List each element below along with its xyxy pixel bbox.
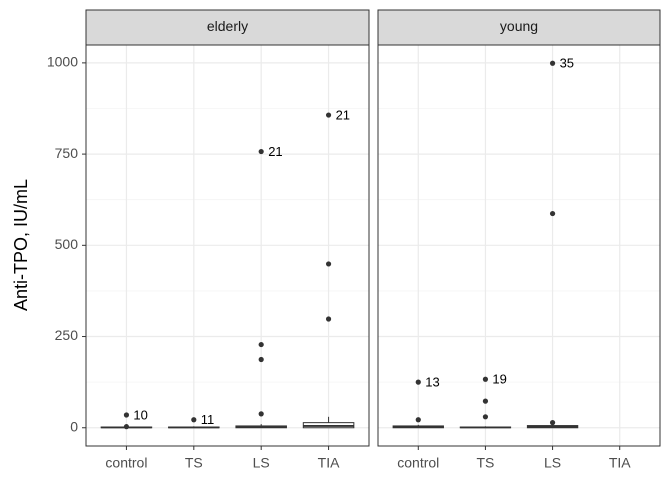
x-tick-label: control <box>105 455 147 471</box>
point-id: 10 <box>133 407 147 422</box>
x-tick-label: TS <box>476 455 494 471</box>
y-tick-label: 750 <box>55 145 79 161</box>
point-id: 21 <box>336 107 350 122</box>
outlier <box>325 261 332 267</box>
y-tick-label: 0 <box>70 418 78 434</box>
point-id: 19 <box>492 372 506 387</box>
point-id: 13 <box>425 375 439 390</box>
outlier <box>325 316 332 322</box>
x-tick-label: LS <box>253 455 270 471</box>
outlier <box>482 376 489 382</box>
x-tick-label: TS <box>185 455 203 471</box>
outlier <box>123 412 130 418</box>
outlier <box>258 148 264 155</box>
x-tick-label: LS <box>544 455 561 471</box>
point-id: 35 <box>560 56 574 71</box>
x-tick-label: control <box>397 455 439 471</box>
outlier <box>549 60 556 66</box>
strip <box>85 9 370 46</box>
outlier <box>325 112 332 118</box>
point-id: 21 <box>268 144 282 159</box>
strip-label: elderly <box>207 18 248 34</box>
outlier <box>415 379 421 385</box>
outlier <box>258 411 264 417</box>
outlier <box>191 417 197 423</box>
outlier <box>549 420 556 426</box>
panel-border <box>377 44 661 447</box>
outlier <box>482 398 489 404</box>
x-tick-label: TIA <box>609 455 631 471</box>
outlier <box>123 424 130 430</box>
outlier <box>258 341 264 348</box>
strip-label: young <box>500 18 538 34</box>
y-axis-title: Anti-TPO, IU/mL <box>11 179 31 311</box>
panel-border <box>85 44 370 447</box>
x-tick-label: TIA <box>318 455 340 471</box>
y-tick-label: 1000 <box>47 54 78 70</box>
y-tick-label: 500 <box>55 236 79 252</box>
strip <box>377 9 661 46</box>
outlier <box>415 417 421 423</box>
outlier <box>258 356 264 363</box>
point-id: 11 <box>201 412 215 427</box>
outlier <box>549 210 556 217</box>
outlier <box>482 414 489 420</box>
y-tick-label: 250 <box>55 327 79 343</box>
